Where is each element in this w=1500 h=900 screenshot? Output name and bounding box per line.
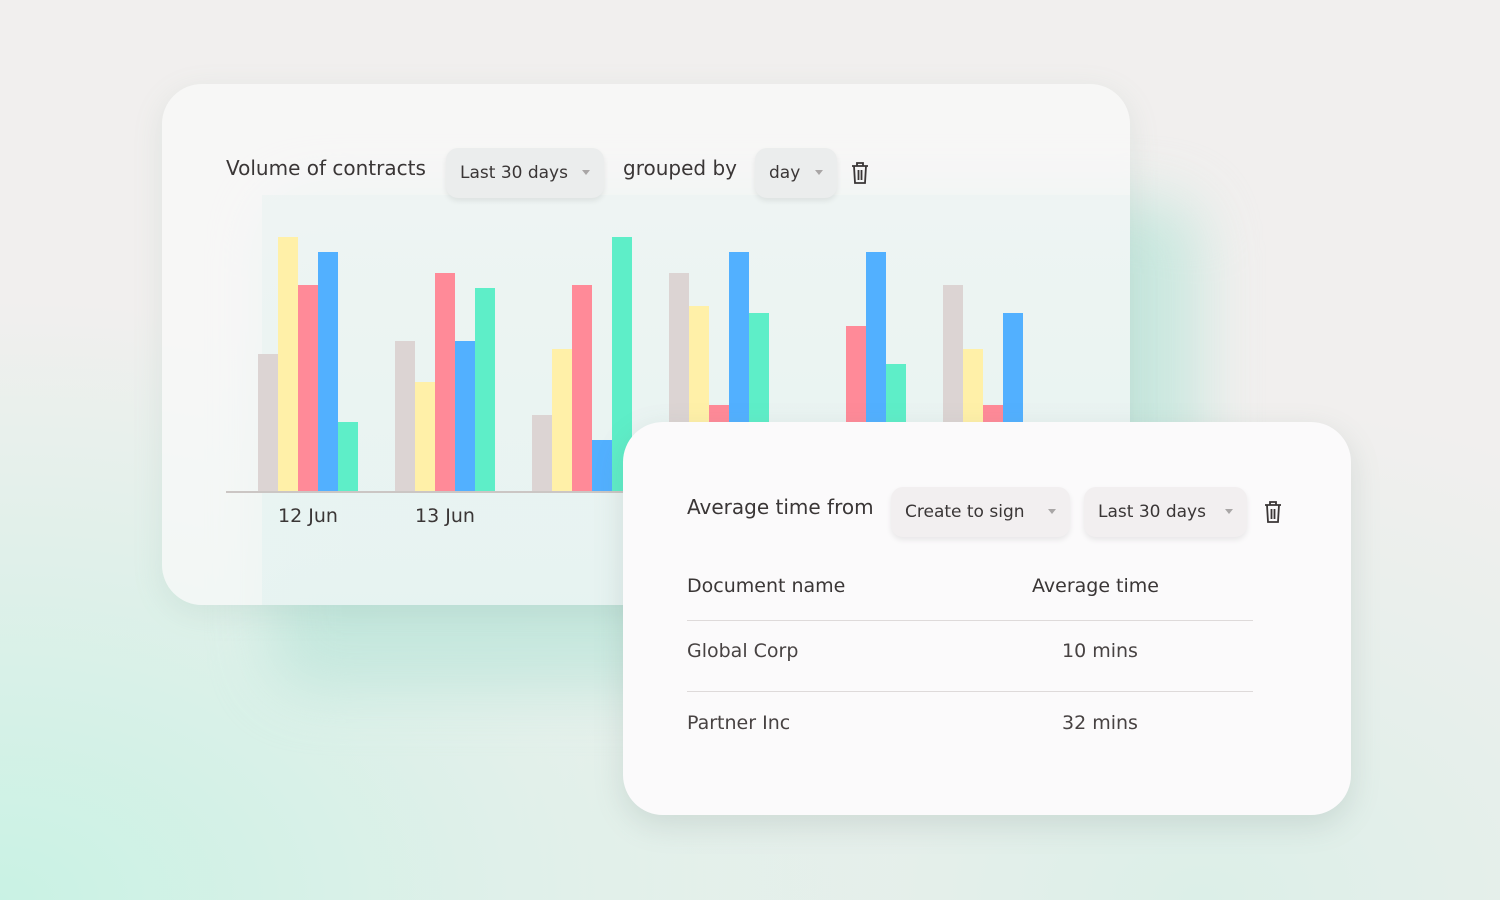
trash-icon[interactable] bbox=[850, 161, 870, 185]
avg-range-value: Last 30 days bbox=[1098, 502, 1206, 522]
x-axis bbox=[226, 491, 636, 493]
row-average-time: 32 mins bbox=[1062, 712, 1138, 734]
bar-green bbox=[338, 422, 358, 491]
x-tick-label: 13 Jun bbox=[415, 505, 475, 527]
bar-green bbox=[475, 287, 495, 491]
grouped-by-label: grouped by bbox=[623, 156, 737, 180]
bar-pink bbox=[298, 285, 318, 491]
group-by-value: day bbox=[769, 163, 801, 183]
bar-grey bbox=[395, 341, 415, 491]
bar-pink bbox=[572, 285, 592, 491]
stage-value: Create to sign bbox=[905, 502, 1025, 522]
row-document-name: Partner Inc bbox=[687, 712, 791, 734]
chevron-down-icon bbox=[815, 170, 823, 175]
average-time-card: Average time from Create to sign Last 30… bbox=[623, 422, 1351, 815]
divider bbox=[687, 620, 1253, 621]
volume-range-value: Last 30 days bbox=[460, 163, 568, 183]
bar-yellow bbox=[552, 348, 572, 491]
volume-title: Volume of contracts bbox=[226, 156, 426, 180]
avg-range-select[interactable]: Last 30 days bbox=[1084, 487, 1247, 537]
row-average-time: 10 mins bbox=[1062, 640, 1138, 662]
group-by-select[interactable]: day bbox=[755, 148, 837, 198]
chevron-down-icon bbox=[1048, 509, 1056, 514]
bar-yellow bbox=[415, 381, 435, 491]
row-document-name: Global Corp bbox=[687, 640, 799, 662]
bar-yellow bbox=[278, 237, 298, 491]
trash-icon[interactable] bbox=[1263, 500, 1283, 524]
bar-pink bbox=[435, 272, 455, 491]
bar-grey bbox=[258, 353, 278, 491]
bar-blue bbox=[592, 440, 612, 491]
chevron-down-icon bbox=[582, 170, 590, 175]
average-time-title: Average time from bbox=[687, 495, 874, 519]
volume-range-select[interactable]: Last 30 days bbox=[446, 148, 604, 198]
column-header-average-time: Average time bbox=[1032, 575, 1159, 597]
x-tick-label: 12 Jun bbox=[278, 505, 338, 527]
stage-select[interactable]: Create to sign bbox=[891, 487, 1070, 537]
column-header-document-name: Document name bbox=[687, 575, 846, 597]
bar-grey bbox=[532, 414, 552, 491]
bar-blue bbox=[318, 252, 338, 491]
bar-blue bbox=[455, 341, 475, 491]
chevron-down-icon bbox=[1225, 509, 1233, 514]
divider bbox=[687, 691, 1253, 692]
bar-green bbox=[612, 237, 632, 491]
